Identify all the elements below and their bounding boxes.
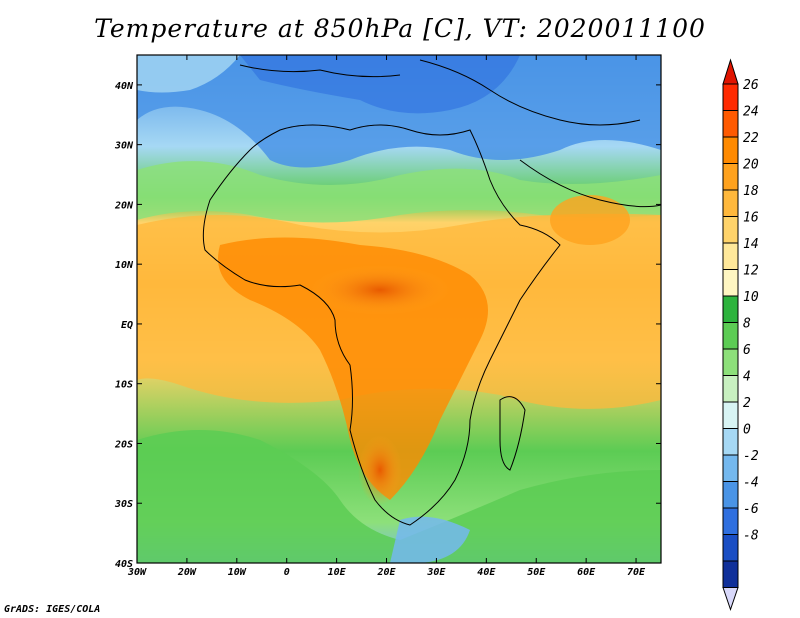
map-title: Temperature at 850hPa [C], VT: 202001110…	[94, 14, 706, 43]
longitude-labels: 30W 20W 10W 0 10E 20E 30E 40E 50E 60E 70E	[127, 567, 646, 578]
colorbar-label: 10	[743, 290, 759, 305]
lat-tick-label: 40N	[115, 81, 134, 92]
colorbar-label: 22	[743, 131, 759, 146]
lon-tick-label: 0	[284, 567, 290, 578]
colorbar-label: -4	[743, 476, 759, 491]
temperature-field	[137, 55, 661, 563]
axis-ticks	[136, 55, 661, 564]
lat-tick-label: 20S	[114, 439, 133, 450]
colorbar-segment	[722, 428, 739, 456]
latitude-labels: 40N 30N 20N 10N EQ 10S 20S 30S 40S	[114, 81, 134, 570]
colorbar-segment	[722, 481, 739, 509]
lon-tick-label: 10E	[328, 567, 347, 578]
colorbar-segment	[722, 83, 739, 111]
colorbar-label: -2	[743, 449, 759, 464]
colorbar-label: 4	[743, 370, 751, 385]
colorbar-label: -6	[743, 502, 759, 517]
colorbar-label: 6	[743, 343, 751, 358]
colorbar-label: 24	[743, 105, 759, 120]
colorbar-label: 20	[743, 158, 759, 173]
colorbar-label: 16	[743, 211, 759, 226]
colorbar-segment	[722, 295, 739, 323]
colorbar-segment	[722, 242, 739, 270]
colorbar-segment	[722, 269, 739, 297]
colorbar-segment	[722, 110, 739, 138]
lon-tick-label: 60E	[577, 567, 596, 578]
coastlines	[202, 59, 661, 526]
colorbar-under-arrow	[722, 587, 739, 612]
colorbar-segment	[722, 401, 739, 429]
colorbar-label: 26	[743, 78, 759, 93]
lon-tick-label: 30W	[127, 567, 147, 578]
lon-tick-label: 30E	[426, 567, 446, 578]
colorbar-segment	[722, 348, 739, 376]
colorbar-segment	[722, 534, 739, 562]
colorbar-segment	[722, 322, 739, 350]
colorbar-label: 8	[743, 317, 751, 332]
lat-tick-label: EQ	[121, 320, 133, 331]
lon-tick-label: 20W	[177, 567, 197, 578]
colorbar-label: 18	[743, 184, 759, 199]
colorbar-segment	[722, 375, 739, 403]
colorbar-label: 12	[743, 264, 759, 279]
colorbar-label: 14	[743, 237, 759, 252]
lat-tick-label: 40S	[115, 559, 133, 570]
lat-tick-label: 20N	[114, 200, 134, 211]
lon-tick-label: 50E	[527, 567, 546, 578]
lon-tick-label: 40E	[477, 567, 496, 578]
lat-tick-label: 10N	[115, 260, 134, 271]
lat-tick-label: 30N	[114, 141, 134, 152]
lon-tick-label: 10W	[228, 567, 247, 578]
credit-text: GrADS: IGES/COLA	[4, 604, 101, 615]
lon-tick-label: 20E	[376, 567, 396, 578]
colorbar-segment	[722, 189, 739, 217]
lat-tick-label: 10S	[115, 380, 133, 391]
colorbar-segment	[722, 216, 739, 244]
colorbar-label: -8	[743, 529, 759, 544]
colorbar-segment	[722, 454, 739, 482]
colorbar-segment	[722, 163, 739, 191]
colorbar-over-arrow	[722, 58, 739, 85]
colorbar-segment	[722, 560, 739, 588]
colorbar-segment	[722, 507, 739, 535]
lat-tick-label: 30S	[114, 499, 133, 510]
lon-tick-label: 70E	[627, 567, 646, 578]
colorbar-label: 2	[743, 396, 751, 411]
map-frame	[136, 54, 662, 564]
colorbar-label: 0	[743, 423, 751, 438]
colorbar-segment	[722, 136, 739, 164]
